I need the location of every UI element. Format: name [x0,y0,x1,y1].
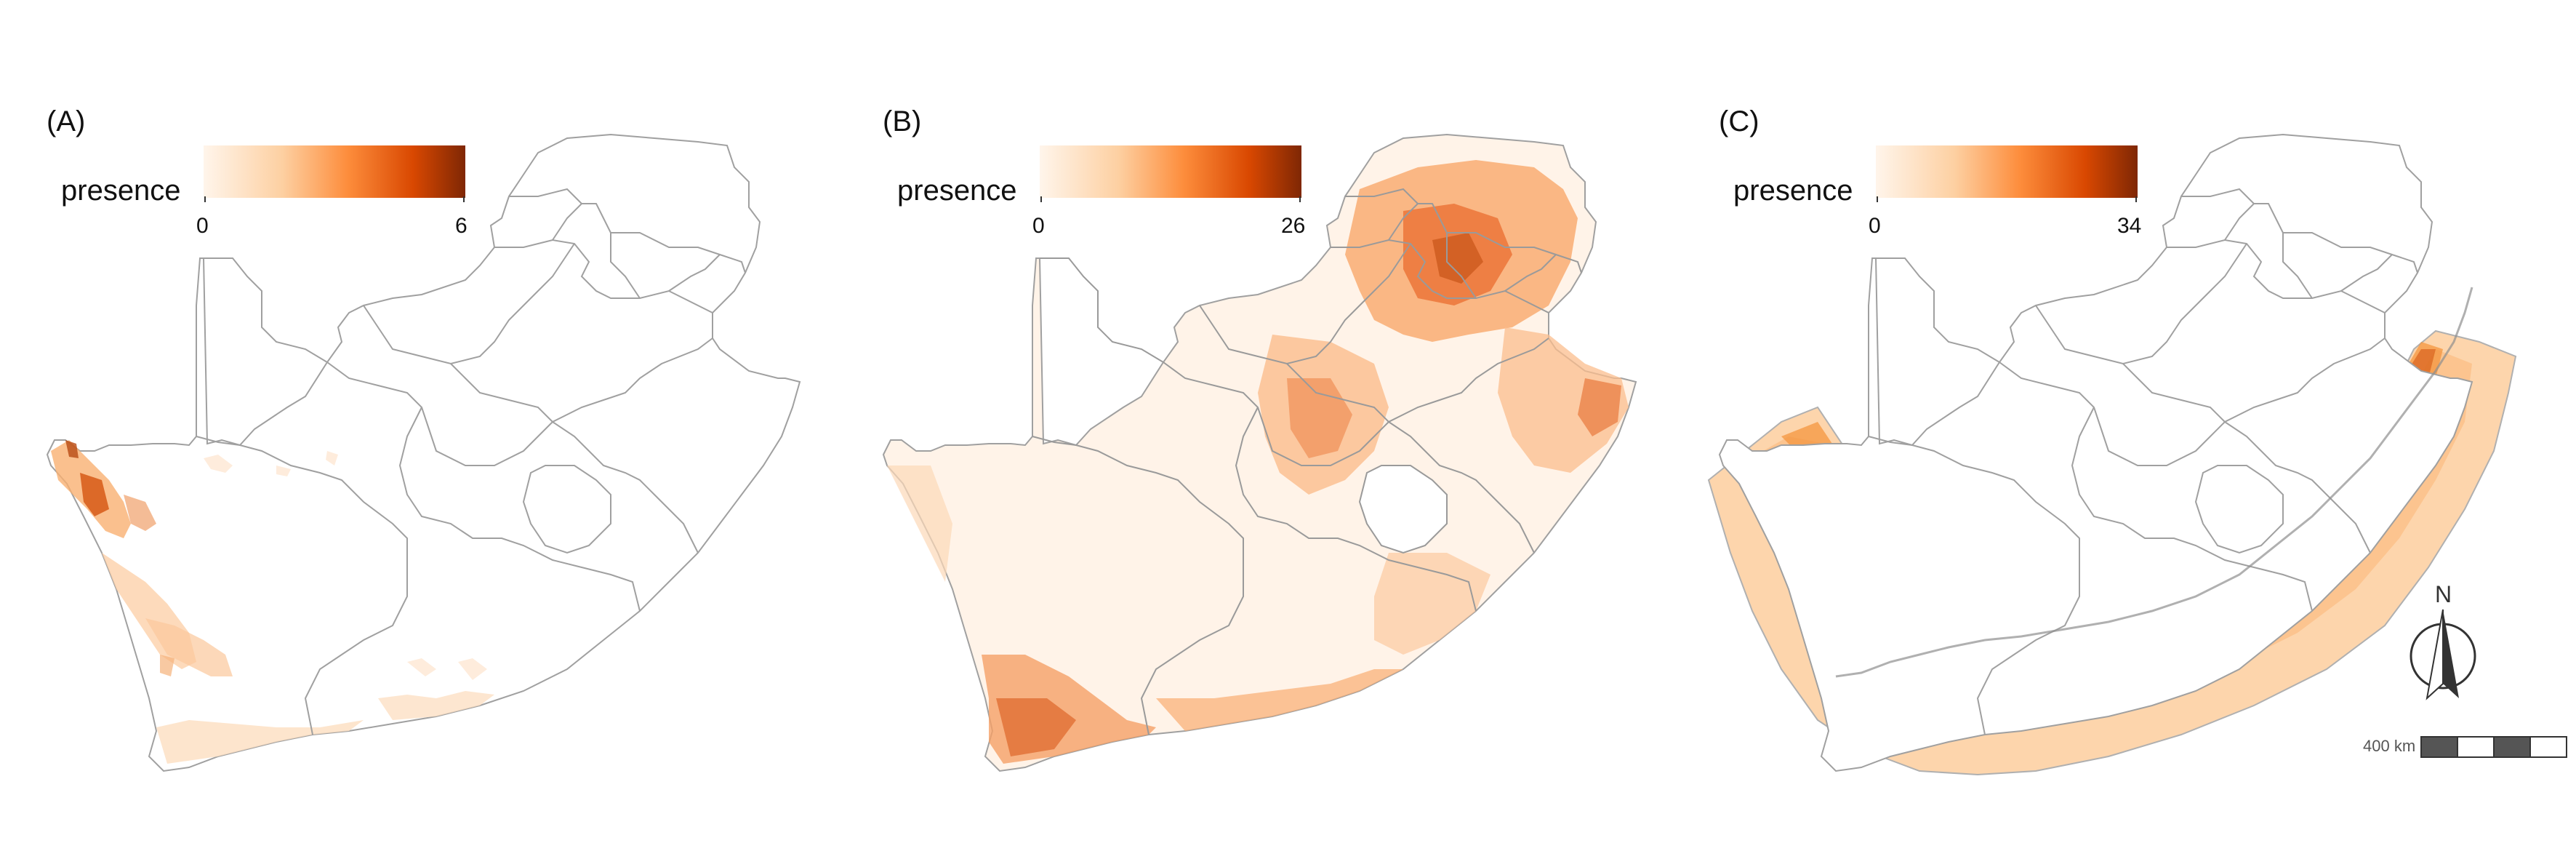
presence-patches-b [887,160,1629,764]
legend-ramp-c [1876,145,2138,198]
north-arrow-label: N [2435,581,2452,607]
legend-max-c: 34 [2117,214,2141,238]
legend-ramp-b [1040,145,1301,198]
legend-ramp-a [204,145,465,198]
presence-patches-a [51,440,494,764]
map-c [1707,134,2517,776]
map-b [883,134,1637,772]
legend-min-b: 0 [1032,214,1045,238]
map-a [47,134,801,772]
legend-title-b: presence [897,175,1017,207]
legend-min-a: 0 [196,214,209,238]
panel-a: (A) presence 0 6 [47,105,801,772]
north-arrow: N [2410,581,2476,700]
panel-label-c: (C) [1719,105,1760,137]
legend-title-a: presence [61,175,181,207]
scale-bar-label: 400 km [2363,737,2415,755]
panel-label-a: (A) [47,105,85,137]
legend-title-c: presence [1733,175,1853,207]
scale-bar: 400 km [2363,736,2567,758]
panel-c: (C) presence 0 34 N 400 k [1707,105,2567,776]
panel-b: (B) presence 0 26 [883,105,1637,772]
legend-max-b: 26 [1281,214,1305,238]
legend-max-a: 6 [455,214,468,238]
panel-label-b: (B) [883,105,921,137]
legend-min-c: 0 [1869,214,1881,238]
